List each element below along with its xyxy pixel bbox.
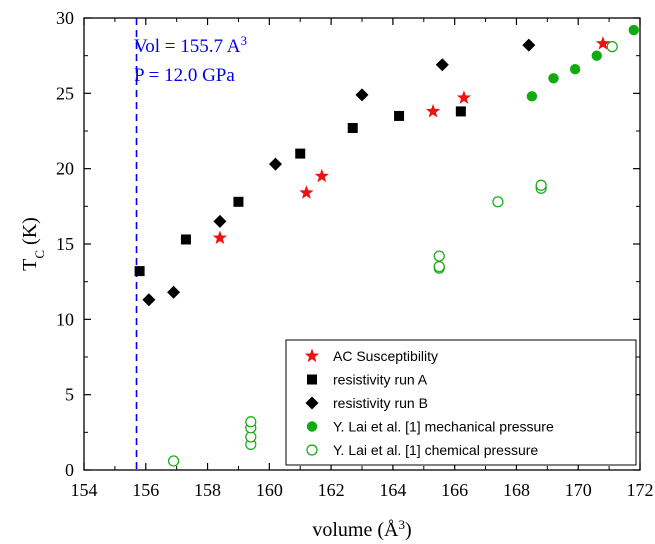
data-point [314, 168, 329, 183]
legend-label: resistivity run B [333, 395, 428, 411]
series-1 [134, 106, 466, 277]
data-point [167, 455, 180, 467]
data-point [548, 73, 559, 84]
y-tick-label: 20 [56, 159, 74, 179]
legend: AC Susceptibility resistivity run A resist… [285, 339, 637, 466]
data-point [212, 230, 228, 245]
data-point [269, 157, 283, 171]
legend-label: resistivity run A [333, 372, 428, 388]
annotation-pressure: P = 12.0 GPa [134, 65, 235, 86]
data-point [535, 179, 547, 191]
series-2 [142, 38, 536, 307]
x-tick-label: 160 [256, 480, 283, 500]
series-3 [526, 24, 640, 102]
data-point [526, 91, 538, 102]
data-point [347, 122, 358, 133]
axes: 154 156 158 160 162 164 166 168 170 172 0 5 10 15 20 25… [56, 8, 654, 500]
data-point [299, 185, 314, 199]
data-point [456, 90, 472, 104]
data-point [591, 50, 602, 61]
legend-marker [307, 374, 317, 385]
data-point [355, 88, 369, 102]
data-point [167, 285, 181, 299]
legend-label: Y. Lai et al. [1] chemical pressure [333, 442, 538, 458]
series-0 [212, 36, 611, 245]
y-tick-label: 0 [65, 460, 74, 480]
annotation: Vol = 155.7 A3 P = 12.0 GPa [134, 18, 247, 470]
data-point [295, 148, 306, 159]
x-tick-label: 154 [71, 480, 98, 500]
x-tick-label: 162 [318, 480, 345, 500]
data-point [569, 64, 581, 75]
legend-marker [304, 348, 320, 363]
legend-marker [305, 396, 319, 410]
x-tick-label: 172 [627, 480, 654, 500]
y-tick-label: 10 [56, 309, 74, 329]
data-point [433, 250, 445, 262]
data-point [606, 41, 618, 53]
data-point [394, 110, 405, 121]
data-point [522, 38, 536, 52]
y-tick-label: 15 [56, 234, 74, 254]
legend-marker [306, 421, 318, 432]
legend-label: Y. Lai et al. [1] mechanical pressure [333, 419, 554, 435]
legend-box [285, 339, 637, 466]
x-tick-label: 166 [441, 480, 468, 500]
data-point [245, 416, 257, 428]
annotation-volume: Vol = 155.7 A3 [134, 33, 247, 58]
x-tick-label: 156 [132, 480, 159, 500]
y-tick-label: 25 [56, 83, 74, 103]
data-point [433, 261, 445, 273]
legend-marker [306, 444, 318, 456]
data-point [134, 266, 145, 277]
data-point [492, 196, 504, 208]
x-axis-label: volume (Å3) [312, 517, 411, 542]
series-4 [167, 41, 618, 467]
data-point [142, 293, 156, 307]
data-point [213, 214, 227, 228]
x-tick-label: 168 [503, 480, 530, 500]
data-points [134, 24, 640, 467]
y-tick-label: 30 [56, 8, 74, 28]
x-tick-label: 158 [194, 480, 221, 500]
x-tick-label: 164 [379, 480, 406, 500]
data-point [435, 58, 449, 72]
data-point [425, 103, 441, 118]
data-point [180, 234, 191, 245]
data-point [455, 106, 466, 117]
y-axis-label: TC (K) [19, 217, 47, 271]
x-tick-label: 170 [565, 480, 592, 500]
y-tick-label: 5 [65, 385, 74, 405]
data-point [595, 36, 611, 50]
legend-label: AC Susceptibility [333, 348, 438, 364]
data-point [233, 196, 244, 207]
data-point [628, 24, 640, 36]
